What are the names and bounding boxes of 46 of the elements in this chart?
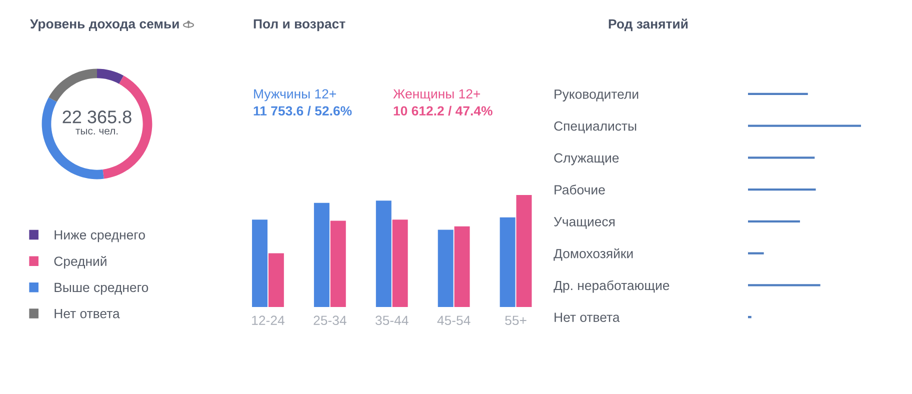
bar [500, 217, 516, 307]
y-tick-label: Др. неработающие [554, 280, 670, 293]
bar [330, 220, 346, 307]
text: 22 365.8 [62, 110, 132, 124]
legend-label: Ниже среднего [54, 230, 145, 242]
y-tick-label: Специалисты [554, 121, 636, 134]
bar [252, 220, 268, 307]
text: Женщины 12+ [393, 89, 480, 102]
bar [376, 200, 392, 307]
bar [438, 230, 454, 307]
y-tick-label: Нет ответа [554, 312, 620, 322]
legend-label: Нет ответа [54, 309, 120, 318]
bar [516, 195, 532, 307]
y-tick-label: Руководители [554, 90, 638, 102]
chart-title: Пол и возраст [254, 19, 346, 32]
y-tick-label: Служащие [554, 153, 619, 166]
x-tick-label: 45-54 [437, 316, 470, 326]
bar [268, 253, 284, 307]
text: 11 753.6 / 52.6% [254, 106, 352, 116]
bar [748, 284, 820, 286]
text: Мужчины 12+ [254, 89, 336, 102]
donut-slice [97, 68, 124, 84]
bar [748, 316, 752, 318]
bar [748, 156, 815, 159]
x-tick-label: 35-44 [376, 316, 408, 326]
bar [748, 252, 764, 254]
legend-label: Выше среднего [54, 282, 148, 295]
x-tick-label: 12-24 [252, 316, 284, 325]
bar [392, 220, 408, 307]
x-tick-label: 55+ [505, 316, 526, 326]
bar [748, 220, 800, 223]
donut-slice [48, 68, 97, 102]
bar [748, 188, 816, 191]
text: тыс. чел. [76, 128, 118, 135]
legend-label: Средний [54, 256, 106, 269]
x-tick-label: 25-34 [314, 316, 346, 326]
y-tick-label: Учащиеся [554, 217, 615, 229]
bar [314, 202, 330, 307]
bar [454, 226, 470, 307]
chart-title: Род занятий [608, 18, 688, 32]
y-tick-label: Домохозяйки [554, 248, 633, 261]
text: 10 612.2 / 47.4% [394, 106, 492, 116]
bar [748, 124, 861, 127]
chart-title: Уровень дохода семьи [30, 19, 179, 32]
y-tick-label: Рабочие [554, 184, 605, 194]
bar [748, 92, 808, 96]
